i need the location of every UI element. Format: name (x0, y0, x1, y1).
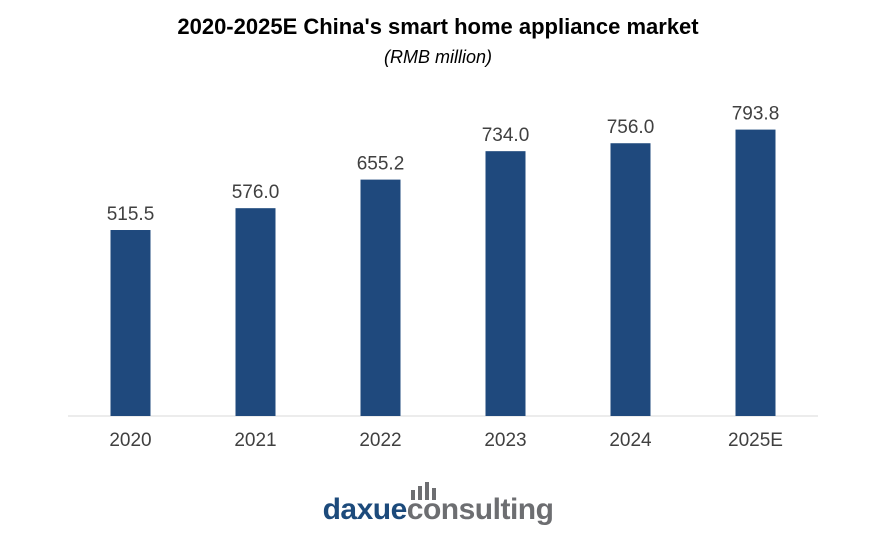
data-label-2023: 734.0 (482, 125, 530, 146)
bar-2025E (735, 129, 776, 416)
bars-group: 515.5 2020 576.0 2021 655.2 2022 734.0 2023 756.… (107, 104, 783, 451)
logo-wordmark-part1: daxue (322, 493, 408, 526)
bar-2022 (360, 179, 401, 416)
data-label-2022: 655.2 (357, 154, 405, 175)
logo-wordmark-part2: consulting (406, 493, 554, 526)
bar-chart: 515.5 2020 576.0 2021 655.2 2022 734.0 2023 756.… (68, 104, 818, 451)
daxue-consulting-logo (0, 480, 876, 532)
bar-2021 (235, 208, 276, 416)
data-label-2024: 756.0 (607, 117, 655, 138)
x-tick-label-2024: 2024 (609, 430, 652, 451)
data-label-2025E: 793.8 (732, 104, 780, 125)
logo-wordmark: daxueconsulting (0, 495, 876, 525)
bar-2023 (485, 151, 526, 417)
x-tick-label-2020: 2020 (109, 430, 151, 451)
data-label-2020: 515.5 (107, 204, 155, 225)
chart-subtitle: (RMB million) (384, 47, 492, 67)
chart-title: 2020-2025E China's smart home appliance … (177, 14, 699, 39)
x-tick-label-2022: 2022 (359, 430, 401, 451)
x-tick-label-2021: 2021 (234, 430, 276, 451)
data-label-2021: 576.0 (232, 182, 280, 203)
x-tick-label-2023: 2023 (484, 430, 526, 451)
bar-2020 (110, 230, 151, 416)
bar-2024 (610, 143, 651, 416)
x-tick-label-2025E: 2025E (728, 430, 783, 451)
logo-bars-icon (411, 482, 436, 500)
